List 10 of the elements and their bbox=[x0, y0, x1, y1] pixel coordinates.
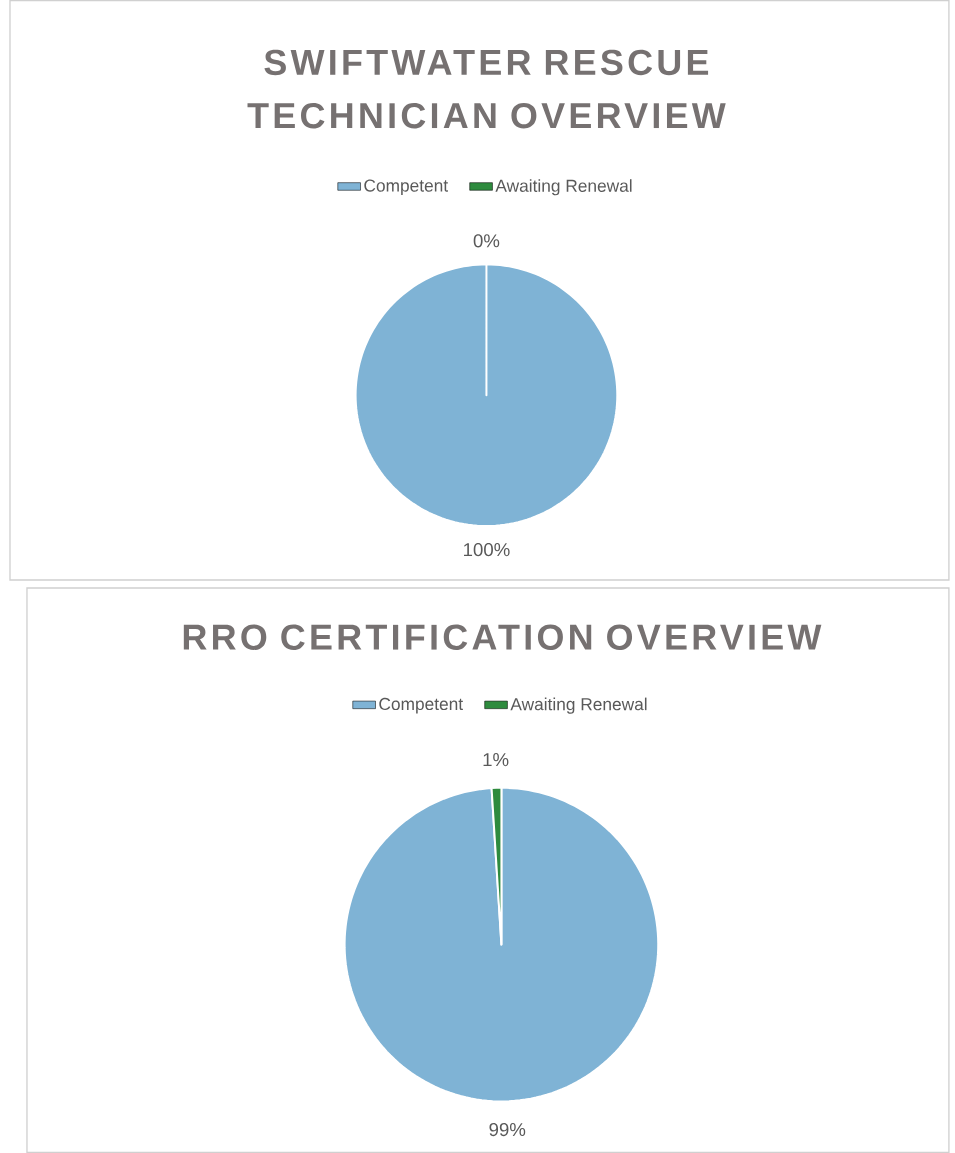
data-label: 1% bbox=[483, 753, 509, 767]
chart-title: SWIFTWATER RESCUE TECHNICIAN OVERVIEW bbox=[247, 49, 726, 129]
legend-label: Awaiting Renewal bbox=[510, 697, 647, 714]
legend-label: Awaiting Renewal bbox=[495, 179, 632, 196]
text: 0% bbox=[473, 234, 500, 248]
chart-title: RRO CERTIFICATION OVERVIEW bbox=[183, 624, 822, 650]
data-label: 99% bbox=[489, 1122, 526, 1137]
data-label: 100% bbox=[463, 543, 510, 557]
legend-label: Competent bbox=[379, 697, 463, 714]
legend-label: Competent bbox=[364, 179, 448, 196]
